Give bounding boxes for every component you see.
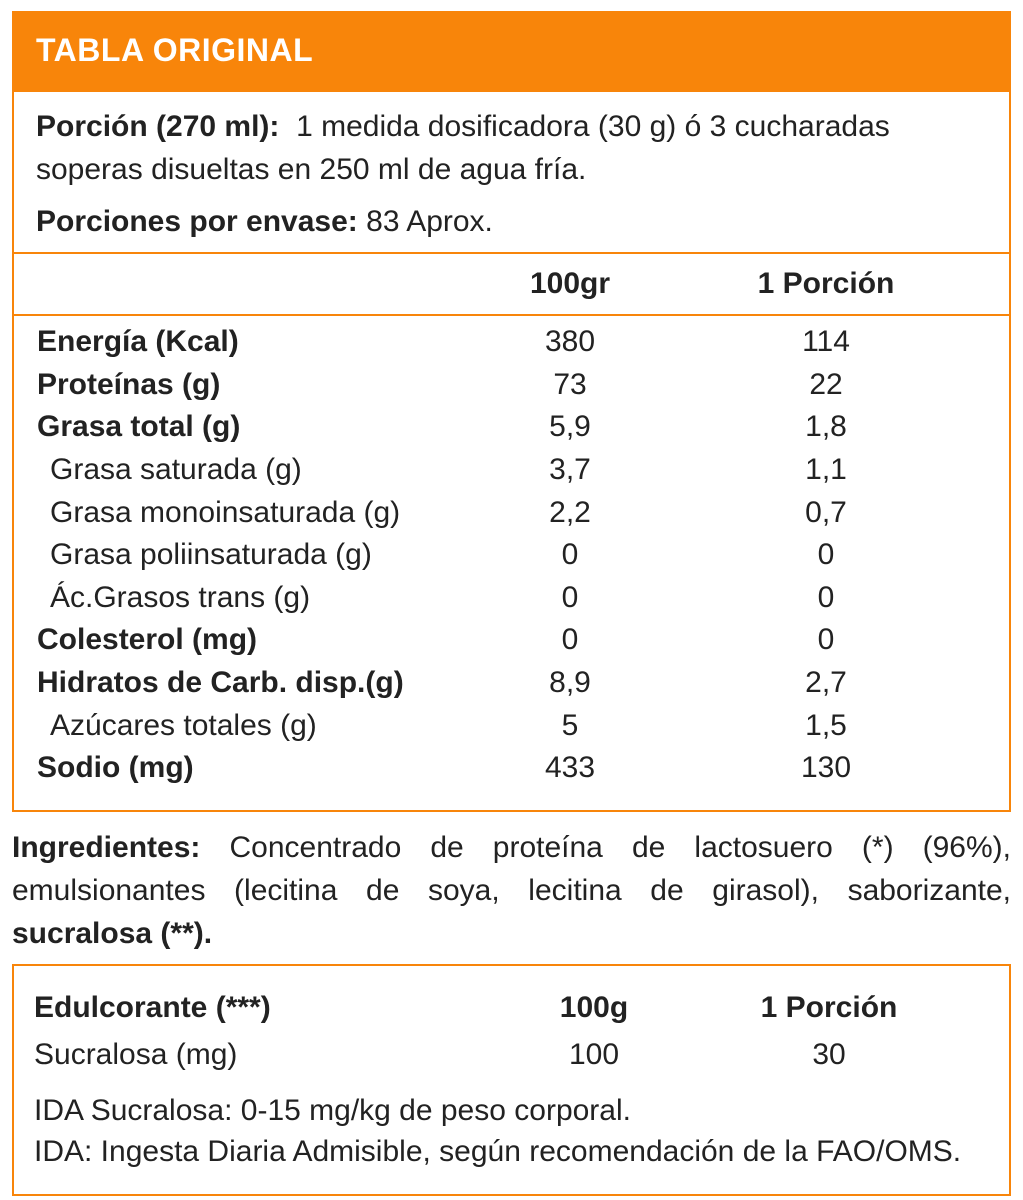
value-per-portion: 1,8 xyxy=(805,410,847,444)
value-per-100: 380 xyxy=(544,325,596,359)
row-label: Grasa saturada (g) xyxy=(50,453,302,487)
value-per-portion: 1,5 xyxy=(805,708,847,742)
value-per-100: 100 xyxy=(568,1037,620,1071)
ingredients-paragraph: Ingredientes: Concentrado de proteína de… xyxy=(12,826,1011,955)
row-label: Proteínas (g) xyxy=(37,367,221,401)
table-row-sodio: Sodio (mg) 433 130 xyxy=(14,747,1009,790)
nutrition-box: Porción (270 ml): 1 medida dosificadora … xyxy=(12,90,1011,812)
value-per-portion: 0,7 xyxy=(805,495,847,529)
value-per-portion: 0 xyxy=(817,623,835,657)
column-header-portion: 1 Porción xyxy=(757,267,895,300)
table-row-grasos-trans: Ác.Grasos trans (g) 0 0 xyxy=(14,577,1009,620)
row-label: Energía (Kcal) xyxy=(37,325,239,359)
nutrition-table: Energía (Kcal) 380 114 Proteínas (g) 73 … xyxy=(14,316,1009,810)
table-row-grasa-poliinsaturada: Grasa poliinsaturada (g) 0 0 xyxy=(14,534,1009,577)
table-row-grasa-total: Grasa total (g) 5,9 1,8 xyxy=(14,406,1009,449)
row-label: Azúcares totales (g) xyxy=(50,708,317,742)
value-per-100: 0 xyxy=(561,580,579,614)
sweetener-notes: IDA Sucralosa: 0-15 mg/kg de peso corpor… xyxy=(14,1080,1009,1172)
sweetener-column-portion: 1 Porción xyxy=(760,990,898,1024)
table-row-hidratos: Hidratos de Carb. disp.(g) 8,9 2,7 xyxy=(14,662,1009,705)
table-row-proteinas: Proteínas (g) 73 22 xyxy=(14,364,1009,407)
value-per-100: 8,9 xyxy=(549,666,591,700)
value-per-portion: 30 xyxy=(812,1037,846,1071)
ingredients-label: Ingredientes: xyxy=(12,830,201,864)
table-row-colesterol: Colesterol (mg) 0 0 xyxy=(14,619,1009,662)
sweetener-header-row: Edulcorante (***) 100g 1 Porción xyxy=(14,986,1009,1030)
row-label: Sucralosa (mg) xyxy=(34,1037,238,1071)
column-header-row: 100gr 1 Porción xyxy=(14,252,1009,316)
serving-size-label: Porción (270 ml): xyxy=(36,110,280,143)
title-bar: TABLA ORIGINAL xyxy=(12,11,1011,90)
ingredients-bold-tail: sucralosa (**). xyxy=(12,916,213,950)
servings-per-container-value: 83 Aprox. xyxy=(366,205,493,238)
row-label: Grasa poliinsaturada (g) xyxy=(50,538,372,572)
row-label: Grasa monoinsaturada (g) xyxy=(50,495,401,529)
table-row-azucares: Azúcares totales (g) 5 1,5 xyxy=(14,704,1009,747)
ingredients-text: Concentrado de proteína de lactosuero (*… xyxy=(12,830,1011,907)
value-per-100: 433 xyxy=(544,751,596,785)
value-per-100: 3,7 xyxy=(549,453,591,487)
table-row-energia: Energía (Kcal) 380 114 xyxy=(14,321,1009,364)
value-per-100: 5,9 xyxy=(549,410,591,444)
value-per-portion: 114 xyxy=(802,325,850,359)
page-title: TABLA ORIGINAL xyxy=(36,32,314,68)
sweetener-box: Edulcorante (***) 100g 1 Porción Sucralo… xyxy=(12,963,1011,1196)
row-label: Colesterol (mg) xyxy=(37,623,258,657)
ida-definition-note: IDA: Ingesta Diaria Admisible, según rec… xyxy=(34,1134,962,1168)
serving-info: Porción (270 ml): 1 medida dosificadora … xyxy=(14,92,1009,252)
table-row-grasa-saturada: Grasa saturada (g) 3,7 1,1 xyxy=(14,449,1009,492)
serving-size-text: 1 medida dosificadora (30 g) ó 3 cuchara… xyxy=(36,110,890,186)
value-per-portion: 130 xyxy=(800,751,852,785)
table-row-grasa-monoinsaturada: Grasa monoinsaturada (g) 2,2 0,7 xyxy=(14,491,1009,534)
value-per-100: 0 xyxy=(561,538,579,572)
value-per-100: 0 xyxy=(561,623,579,657)
value-per-100: 2,2 xyxy=(549,495,591,529)
ida-sucralosa-note: IDA Sucralosa: 0-15 mg/kg de peso corpor… xyxy=(34,1093,631,1127)
sweetener-row-sucralosa: Sucralosa (mg) 100 30 xyxy=(14,1030,1009,1080)
row-label: Grasa total (g) xyxy=(37,410,241,444)
column-header-100g: 100gr xyxy=(529,267,611,300)
value-per-portion: 0 xyxy=(817,580,835,614)
value-per-100: 73 xyxy=(553,367,587,401)
row-label: Sodio (mg) xyxy=(37,751,194,785)
value-per-portion: 2,7 xyxy=(805,666,847,700)
value-per-portion: 22 xyxy=(809,367,843,401)
row-label: Hidratos de Carb. disp.(g) xyxy=(37,666,404,700)
serving-size-line: Porción (270 ml): 1 medida dosificadora … xyxy=(36,105,987,191)
servings-per-container-label: Porciones por envase: xyxy=(36,205,358,238)
sweetener-column-100g: 100g xyxy=(559,990,629,1024)
row-label: Ác.Grasos trans (g) xyxy=(50,580,311,614)
servings-per-container-line: Porciones por envase: 83 Aprox. xyxy=(36,200,987,243)
value-per-100: 5 xyxy=(561,708,579,742)
value-per-portion: 1,1 xyxy=(805,453,847,487)
sweetener-title: Edulcorante (***) xyxy=(34,990,271,1024)
value-per-portion: 0 xyxy=(817,538,835,572)
